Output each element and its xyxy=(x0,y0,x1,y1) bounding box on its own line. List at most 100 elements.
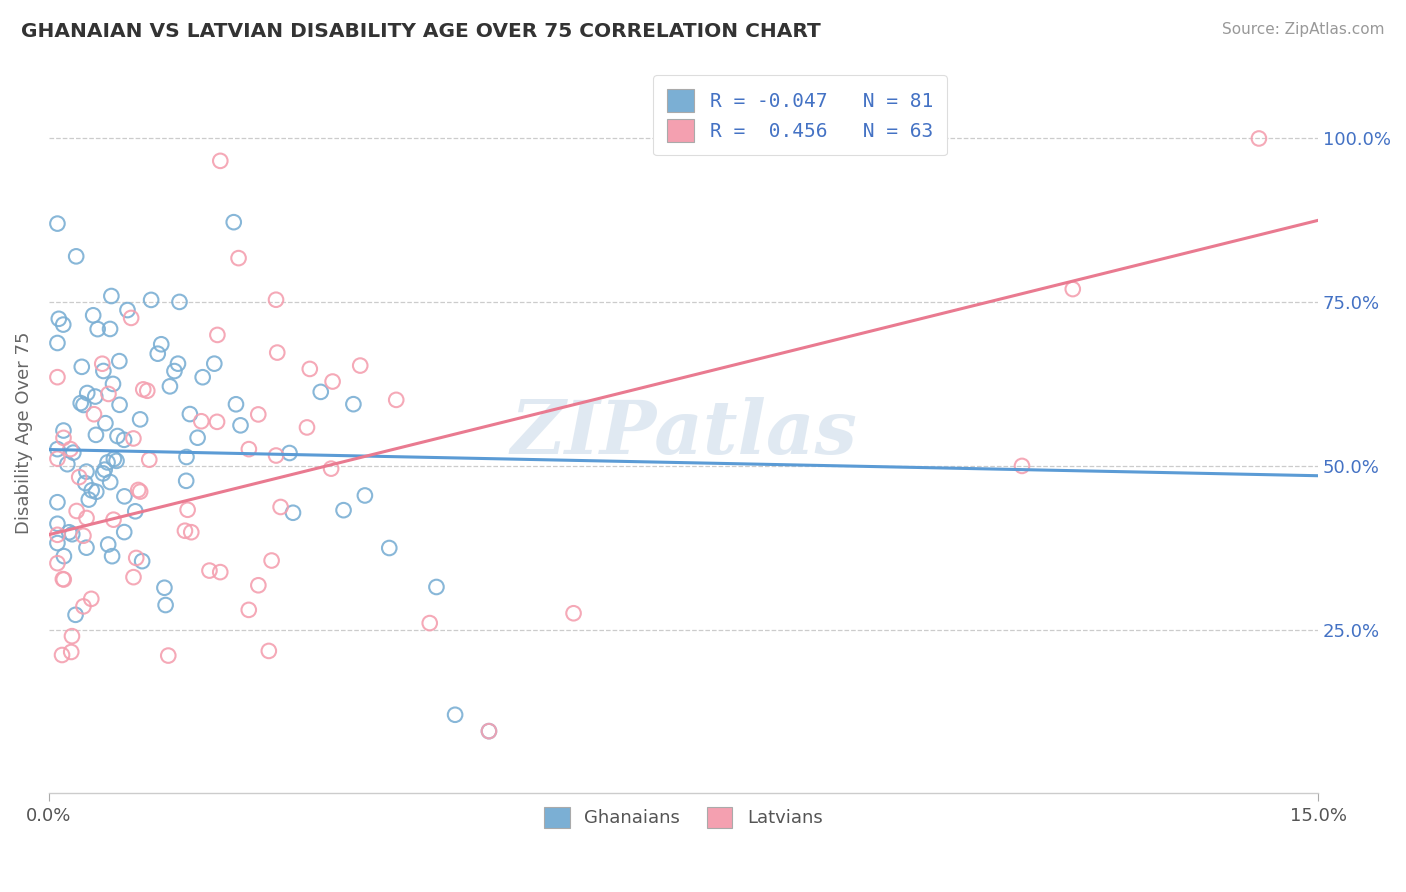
Point xyxy=(84,428,107,442)
Point xyxy=(59,442,82,456)
Point xyxy=(70,359,93,374)
Point xyxy=(209,153,232,168)
Point xyxy=(419,616,441,631)
Point xyxy=(129,412,152,426)
Point xyxy=(65,249,87,263)
Point xyxy=(108,354,131,368)
Point xyxy=(52,431,75,445)
Point xyxy=(163,364,186,378)
Point xyxy=(75,476,97,491)
Point xyxy=(238,603,260,617)
Point xyxy=(112,489,135,503)
Point xyxy=(342,397,364,411)
Point xyxy=(281,506,304,520)
Point xyxy=(112,525,135,540)
Point xyxy=(117,303,139,318)
Point xyxy=(86,322,108,336)
Text: GHANAIAN VS LATVIAN DISABILITY AGE OVER 75 CORRELATION CHART: GHANAIAN VS LATVIAN DISABILITY AGE OVER … xyxy=(21,22,821,41)
Text: Source: ZipAtlas.com: Source: ZipAtlas.com xyxy=(1222,22,1385,37)
Point xyxy=(72,398,94,412)
Point xyxy=(46,536,69,550)
Point xyxy=(295,420,318,434)
Point xyxy=(187,431,209,445)
Point xyxy=(76,511,98,525)
Point xyxy=(60,629,83,643)
Point xyxy=(46,451,69,466)
Point xyxy=(112,433,135,447)
Point xyxy=(478,724,501,739)
Point xyxy=(349,359,371,373)
Point xyxy=(101,549,124,564)
Point xyxy=(205,415,228,429)
Point xyxy=(190,414,212,428)
Point xyxy=(247,408,270,422)
Point xyxy=(122,570,145,584)
Point xyxy=(159,379,181,393)
Point xyxy=(298,362,321,376)
Point xyxy=(69,396,91,410)
Point xyxy=(153,581,176,595)
Point xyxy=(321,461,343,475)
Point xyxy=(51,648,73,662)
Point xyxy=(225,397,247,411)
Point xyxy=(247,578,270,592)
Point xyxy=(150,337,173,351)
Point xyxy=(72,599,94,614)
Point xyxy=(270,500,292,514)
Point xyxy=(131,554,153,568)
Point xyxy=(1247,131,1270,145)
Point xyxy=(98,475,121,489)
Point xyxy=(266,345,288,359)
Point xyxy=(169,294,191,309)
Point xyxy=(67,470,90,484)
Point xyxy=(332,503,354,517)
Point xyxy=(48,311,70,326)
Point xyxy=(385,392,408,407)
Point xyxy=(354,488,377,502)
Point xyxy=(96,455,118,469)
Point xyxy=(58,525,80,540)
Point xyxy=(176,503,198,517)
Point xyxy=(52,573,75,587)
Point xyxy=(179,407,201,421)
Point xyxy=(174,524,197,538)
Point xyxy=(120,310,142,325)
Point xyxy=(105,454,128,468)
Point xyxy=(176,450,198,464)
Point xyxy=(94,416,117,430)
Point xyxy=(93,364,115,378)
Point xyxy=(157,648,180,663)
Point xyxy=(124,504,146,518)
Point xyxy=(52,424,75,438)
Point xyxy=(46,528,69,542)
Point xyxy=(257,644,280,658)
Point xyxy=(444,707,467,722)
Point xyxy=(222,215,245,229)
Point xyxy=(228,251,250,265)
Point xyxy=(83,407,105,421)
Point xyxy=(122,432,145,446)
Text: ZIPatlas: ZIPatlas xyxy=(510,397,858,469)
Point xyxy=(62,445,84,459)
Point xyxy=(125,550,148,565)
Point xyxy=(136,384,159,398)
Point xyxy=(65,607,87,622)
Point xyxy=(97,537,120,551)
Point xyxy=(260,553,283,567)
Point xyxy=(77,492,100,507)
Point xyxy=(132,383,155,397)
Point xyxy=(46,556,69,570)
Point xyxy=(46,516,69,531)
Point xyxy=(107,429,129,443)
Point xyxy=(264,293,287,307)
Point xyxy=(167,357,190,371)
Point xyxy=(146,347,169,361)
Point xyxy=(65,504,87,518)
Point xyxy=(46,370,69,384)
Point xyxy=(198,564,221,578)
Point xyxy=(174,474,197,488)
Point xyxy=(46,336,69,351)
Point xyxy=(100,289,122,303)
Point xyxy=(46,442,69,457)
Point xyxy=(1011,458,1033,473)
